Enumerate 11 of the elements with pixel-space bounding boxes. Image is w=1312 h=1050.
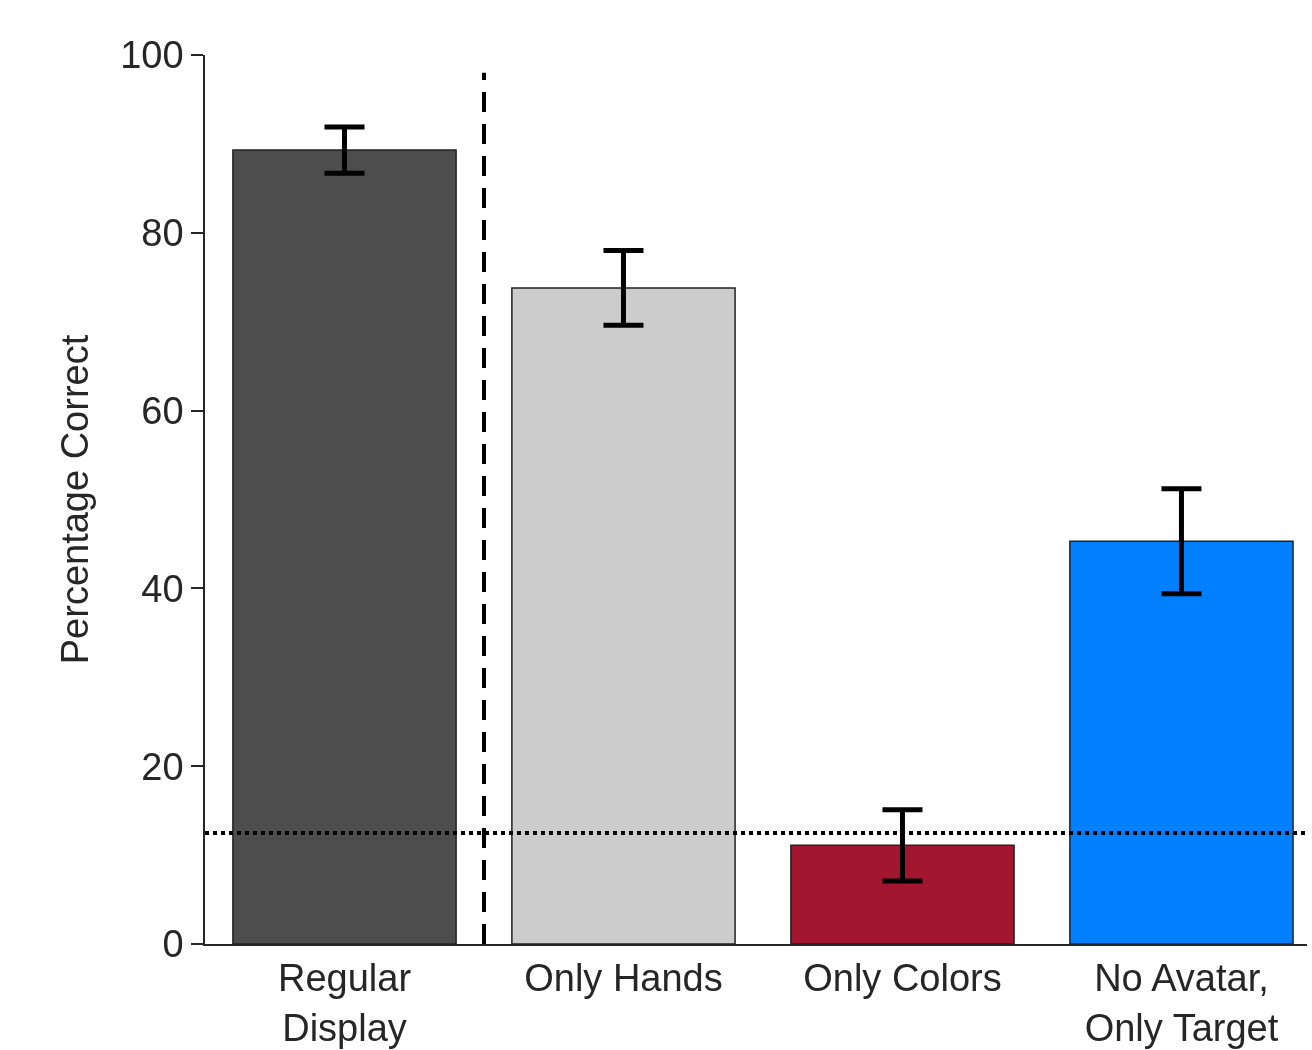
y-tick-label: 80 xyxy=(141,212,184,255)
y-tick-label: 100 xyxy=(120,34,184,77)
y-tick-label: 60 xyxy=(141,389,184,432)
y-tick-label: 20 xyxy=(141,745,184,788)
x-tick-label: Only Hands xyxy=(524,957,723,1000)
x-tick-label: No Avatar, Only Target xyxy=(1084,957,1279,1049)
x-tick-label: Only Colors xyxy=(803,957,1002,1000)
y-tick-label: 0 xyxy=(162,923,184,966)
y-axis-title: Percentage Correct xyxy=(53,334,96,665)
y-tick-label: 40 xyxy=(141,567,184,610)
x-tick-label: Regular Display xyxy=(277,957,412,1049)
